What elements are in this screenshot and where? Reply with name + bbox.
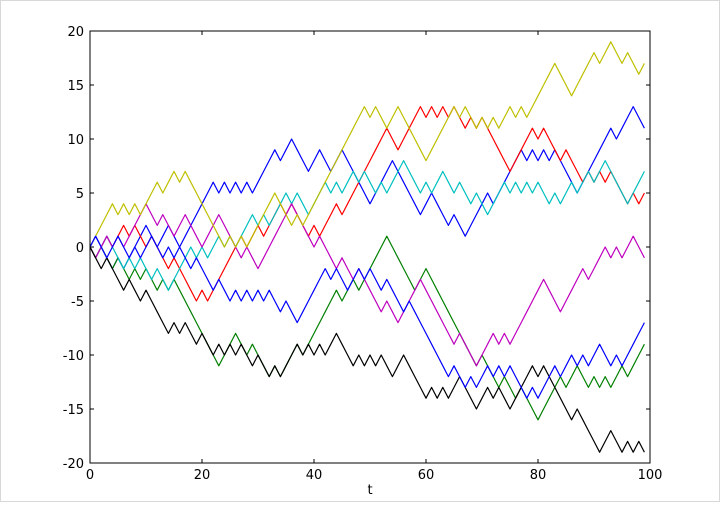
series-line xyxy=(89,203,645,367)
y-tick-label: -20 xyxy=(63,457,84,472)
series-line xyxy=(89,106,645,302)
x-tick-label: 20 xyxy=(194,468,211,483)
series-line xyxy=(89,235,645,399)
y-tick-label: -15 xyxy=(63,403,84,418)
series-line xyxy=(89,106,645,270)
y-tick-label: -10 xyxy=(63,349,84,364)
series-line xyxy=(89,246,645,453)
y-tick-label: 20 xyxy=(67,25,84,40)
x-tick-label: 0 xyxy=(86,468,94,483)
series-line xyxy=(89,41,645,248)
y-tick-label: 10 xyxy=(67,133,84,148)
x-tick-label: 40 xyxy=(306,468,323,483)
x-tick-label: 60 xyxy=(418,468,435,483)
y-tick-label: -5 xyxy=(71,295,84,310)
x-tick-label: 100 xyxy=(638,468,663,483)
y-tick-label: 5 xyxy=(76,187,84,202)
x-tick-label: 80 xyxy=(530,468,547,483)
series-line xyxy=(89,160,645,291)
y-tick-label: 0 xyxy=(76,241,84,256)
y-tick-label: 15 xyxy=(67,79,84,94)
x-axis-label: t xyxy=(367,483,372,498)
